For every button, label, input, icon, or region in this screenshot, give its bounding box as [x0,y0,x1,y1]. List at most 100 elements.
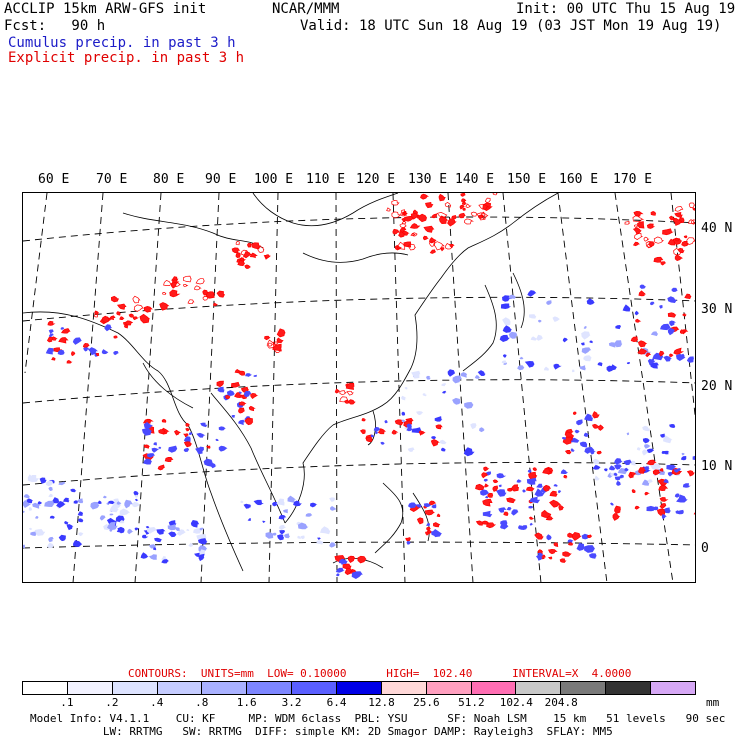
precip-cell [449,243,455,248]
precip-cell [592,458,601,465]
precip-cell [37,501,43,505]
valid-time: Valid: 18 UTC Sun 18 Aug 19 (03 JST Mon … [300,18,722,34]
precip-cell [596,450,602,455]
precip-cell [549,490,558,497]
precip-cell [206,445,211,449]
precip-cell [444,201,452,208]
precip-cell [238,419,246,426]
precip-cell [629,472,637,477]
precip-cell [32,502,42,509]
model-info-line1: Model Info: V4.1.1 CU: KF MP: WDM 6class… [30,712,726,725]
precip-cell [48,486,53,491]
precip-cell [277,534,284,541]
precip-cell [175,527,180,531]
precip-cell [663,355,672,362]
color-scale-segment [381,682,427,694]
precip-cell [151,447,160,453]
precip-cell [143,306,153,313]
precip-cell [235,252,241,258]
precip-cell [642,449,649,456]
precip-cell [194,552,200,557]
color-scale-tick: .1 [60,696,74,709]
precip-cell [348,399,356,405]
precip-cell [646,505,657,512]
precip-cell [384,420,389,424]
precip-cell [238,401,247,406]
precip-cell [139,313,151,324]
precip-cell [132,316,140,321]
precip-cell [433,241,445,251]
lon-label: 150 E [507,172,547,187]
precip-cell [272,341,279,346]
color-scale-segment [247,682,293,694]
precip-cell [648,241,655,247]
precip-cell [391,429,399,435]
precip-cell [630,336,639,342]
precip-cell [423,225,435,233]
precip-cell [529,522,534,526]
precip-cell [571,532,582,541]
precip-cell [373,426,381,432]
precip-cell [639,284,647,289]
precip-cell [217,386,225,393]
precip-cell [113,335,118,339]
color-scale-tick: 51.2 [458,696,485,709]
precip-cell [347,555,356,563]
precip-cell [502,325,512,333]
precip-cell [517,365,525,371]
precip-cell [95,352,100,357]
precip-cell [524,361,535,368]
precip-cell [431,436,437,440]
precip-cell [633,211,644,217]
precip-cell [558,504,565,511]
precip-cell [242,251,253,259]
precip-cell [659,503,667,509]
precip-cell [527,290,537,297]
precip-cell [671,287,678,292]
precip-cell [439,247,445,252]
precip-cell [543,366,550,371]
color-scale-segment [561,682,607,694]
precip-cell [637,340,648,348]
precip-cell [543,484,552,492]
lon-label: 110 E [306,172,346,187]
precip-cell [572,411,577,416]
precip-cell [394,419,404,426]
color-scale-unit: mm [706,696,720,709]
precip-cell [470,211,478,217]
precip-cell [492,193,498,196]
precip-cell [592,423,600,429]
precip-cell [681,241,689,247]
color-scale-tick: .8 [195,696,209,709]
precip-cell [119,508,131,516]
lon-label: 160 E [559,172,599,187]
precip-cell [667,312,677,318]
precip-cell [676,494,688,503]
precip-cell [249,252,258,259]
precip-cell [674,211,683,219]
precip-cell [51,356,57,361]
precip-cell [64,521,69,525]
precip-cell [686,237,695,246]
precip-cell [546,534,552,541]
precip-cell [148,555,155,559]
precip-cell [377,428,387,435]
precip-cell [88,347,98,356]
precip-cell [119,520,125,524]
precip-cell [90,501,100,509]
precip-cell [187,299,195,305]
precip-cell [329,497,336,502]
precip-cell [276,337,284,344]
precip-cell [143,458,153,465]
precip-cell [197,446,205,453]
precip-cell [357,555,367,564]
precip-cell [498,484,503,488]
precip-cell [576,419,583,426]
color-scale-segment [112,682,158,694]
precip-cell [442,390,447,394]
precip-cell [231,415,236,418]
color-scale-segment [606,682,652,694]
precip-cell [48,536,54,543]
precip-cell [447,218,457,227]
precip-cell [198,538,208,545]
